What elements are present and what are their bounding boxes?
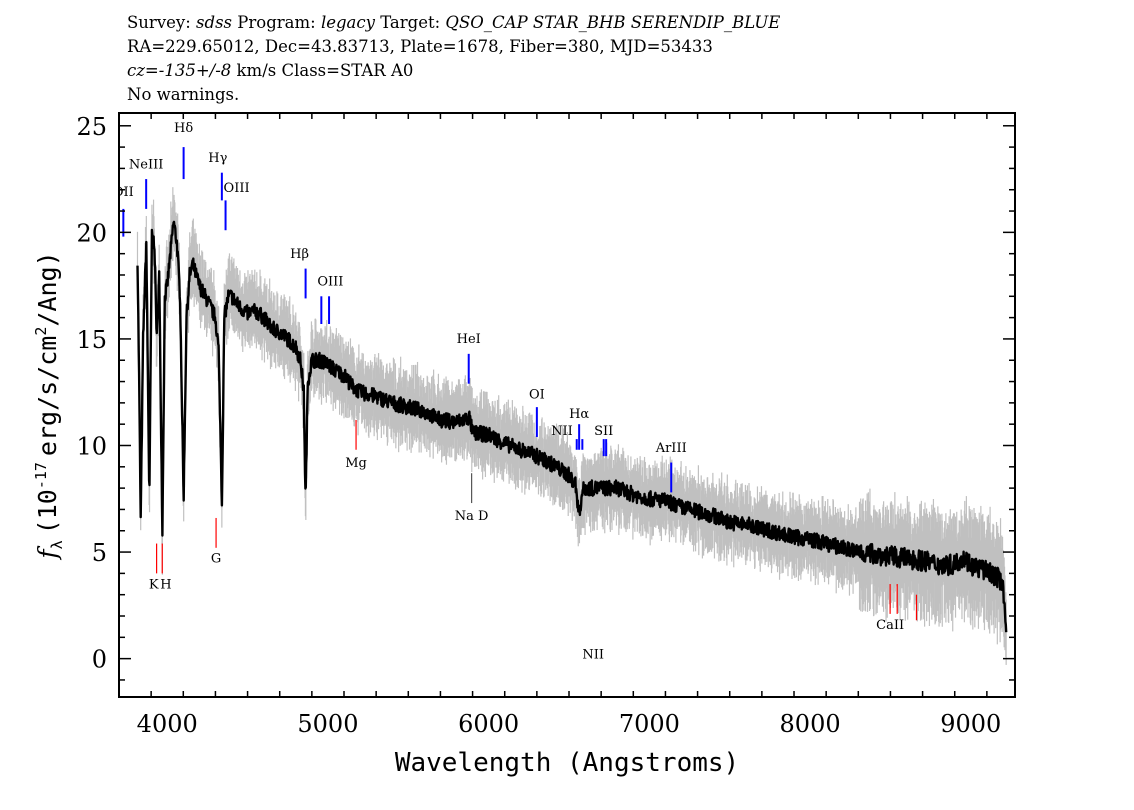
y-axis-label: fλ(10-17erg/s/cm2/Ang) xyxy=(32,251,66,560)
y-tick-label: 15 xyxy=(76,326,107,354)
header-line-4: No warnings. xyxy=(127,85,240,104)
header-line-1: Survey: sdss Program: legacy Target: QSO… xyxy=(127,12,780,34)
line-label: OI xyxy=(529,388,545,403)
line-label: Hδ xyxy=(174,121,193,136)
line-label: NII xyxy=(551,424,573,439)
line-label: HeI xyxy=(457,332,481,347)
program-label: Program: xyxy=(237,13,316,32)
class-value: Class=STAR A0 xyxy=(281,61,414,80)
x-axis-label: Wavelength (Angstroms) xyxy=(395,748,739,778)
line-label: G xyxy=(211,552,221,567)
axes: 4000 5000 6000 7000 8000 9000 0 5 10 15 20 25 xyxy=(76,113,1015,738)
redshift-unit: km/s xyxy=(236,61,277,80)
header-line-3: cz=-135+/-8 km/s Class=STAR A0 xyxy=(127,60,413,82)
line-label: Hα xyxy=(569,407,589,422)
x-tick-label: 7000 xyxy=(619,710,680,738)
spectrum-line xyxy=(136,220,1008,633)
redshift-value: cz=-135+/-8 xyxy=(127,61,232,80)
survey-value: sdss xyxy=(196,13,233,32)
line-label: K xyxy=(149,577,159,592)
line-label: NeIII xyxy=(129,157,163,172)
plot-frame xyxy=(118,112,1016,698)
x-tick-label: 4000 xyxy=(137,710,198,738)
line-label: SII xyxy=(594,424,613,439)
survey-label: Survey: xyxy=(127,13,191,32)
line-markers: OII NeIII Hδ Hγ OIII Hβ OIII HeI OI NII Hα NII SII Ar… xyxy=(113,121,918,663)
line-label: Hγ xyxy=(208,151,227,166)
line-label: NII xyxy=(582,648,604,663)
y-tick-label: 0 xyxy=(92,646,107,674)
line-label: OII xyxy=(113,185,134,200)
y-tick-label: 20 xyxy=(76,219,107,247)
x-tick-label: 6000 xyxy=(458,710,519,738)
y-tick-label: 25 xyxy=(76,113,107,141)
line-label: Na D xyxy=(455,509,489,524)
target-label: Target: xyxy=(380,13,441,32)
line-label: OIII xyxy=(317,275,343,290)
y-tick-label: 5 xyxy=(92,539,107,567)
line-label: Hβ xyxy=(290,247,309,262)
line-label: Mg xyxy=(345,456,367,471)
target-value: QSO_CAP STAR_BHB SERENDIP_BLUE xyxy=(445,13,781,32)
line-label: OIII xyxy=(224,181,250,196)
line-label: ArIII xyxy=(655,441,687,456)
header-line-2: RA=229.65012, Dec=43.83713, Plate=1678, … xyxy=(127,37,713,56)
line-label: CaII xyxy=(876,618,904,633)
x-tick-label: 5000 xyxy=(297,710,358,738)
y-tick-label: 10 xyxy=(76,432,107,460)
x-tick-label: 8000 xyxy=(780,710,841,738)
line-label: H xyxy=(160,577,171,592)
program-value: legacy xyxy=(320,13,375,32)
x-tick-label: 9000 xyxy=(940,710,1001,738)
